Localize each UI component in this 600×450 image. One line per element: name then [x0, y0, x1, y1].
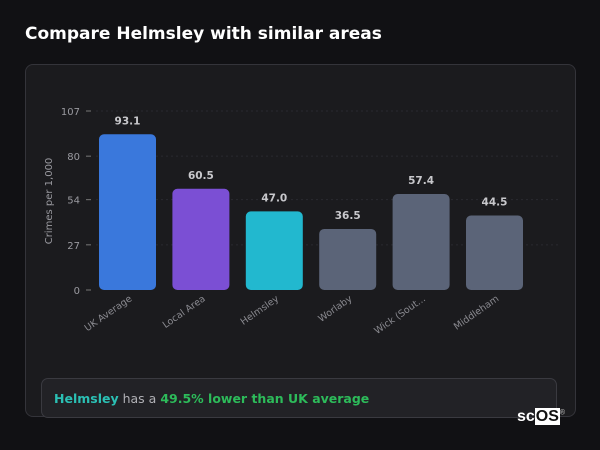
logo-text-b: OS — [534, 408, 560, 425]
summary-place: Helmsley — [54, 391, 119, 406]
data-label: 60.5 — [188, 170, 214, 182]
y-tick-label: 0 — [74, 286, 80, 297]
y-axis-label: Crimes per 1,000 — [44, 158, 55, 245]
page-title: Compare Helmsley with similar areas — [25, 24, 382, 44]
bar — [172, 188, 230, 290]
x-tick-label: Wick (Sout... — [372, 293, 427, 336]
scos-logo: scOS® — [517, 408, 565, 426]
y-tick-label: 54 — [67, 196, 80, 207]
x-tick-label: Local Area — [161, 293, 208, 330]
data-label: 93.1 — [115, 115, 141, 127]
comparison-summary: Helmsley has a 49.5% lower than UK avera… — [41, 378, 557, 418]
y-tick-label: 27 — [67, 241, 80, 252]
bar — [245, 211, 303, 290]
x-tick-label: UK Average — [83, 293, 135, 334]
bar — [319, 228, 377, 290]
data-label: 44.5 — [482, 197, 508, 209]
data-label: 47.0 — [261, 192, 287, 204]
data-label: 57.4 — [408, 175, 434, 187]
x-tick-label: Middleham — [452, 293, 501, 332]
x-tick-label: Helmsley — [239, 293, 282, 327]
y-tick-label: 80 — [67, 152, 80, 163]
logo-mark: ® — [559, 409, 566, 417]
logo-text-a: sc — [517, 408, 535, 425]
data-label: 36.5 — [335, 210, 361, 222]
y-tick-label: 107 — [61, 107, 80, 118]
summary-difference: 49.5% lower than UK average — [160, 391, 370, 406]
x-tick-label: Worlaby — [316, 293, 354, 324]
bar — [99, 134, 156, 290]
summary-connector: has a — [122, 391, 157, 406]
bar — [392, 193, 450, 290]
bar — [466, 215, 523, 290]
